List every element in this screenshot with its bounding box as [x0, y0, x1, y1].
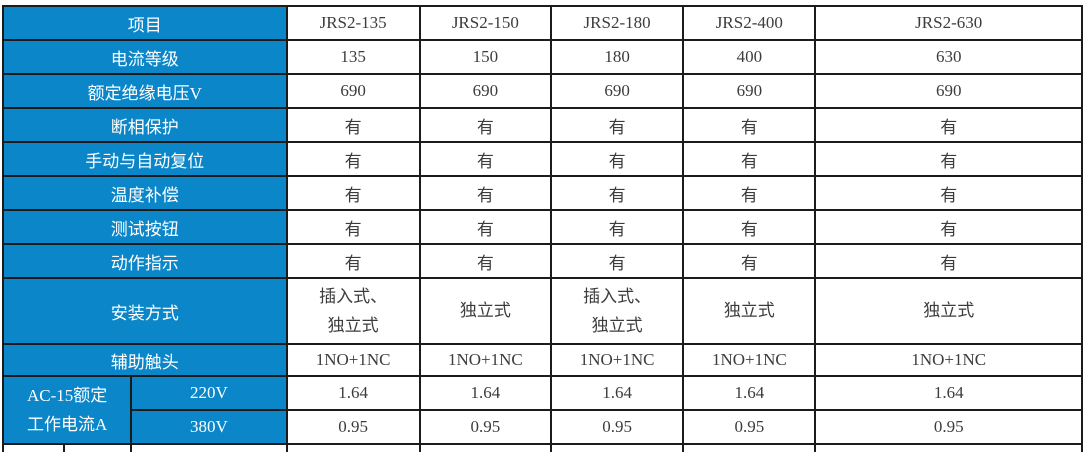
cell-value: 1.64 [682, 375, 817, 411]
cell-value: 插入式、 独立式 [285, 277, 421, 345]
cell-value: 有 [285, 209, 421, 245]
table-row-ac15-380v: 380V 0.95 0.95 0.95 0.95 0.95 [3, 409, 1083, 445]
cell-value: 有 [814, 209, 1083, 245]
table-row-insulation-voltage: 额定绝缘电压V 690 690 690 690 690 [2, 73, 1083, 109]
cell-value: 有 [682, 175, 817, 211]
cell-value: 有 [682, 209, 817, 245]
table-row-manual-auto-reset: 手动与自动复位 有 有 有 有 有 [2, 141, 1083, 177]
table-row-temperature-compensation: 温度补偿 有 有 有 有 有 [2, 175, 1083, 211]
cell-value: 0.95 [549, 409, 685, 445]
cell-value: 有 [549, 243, 685, 279]
header-col-jrs2-180: JRS2-180 [549, 5, 685, 41]
row-label-action-indicator: 动作指示 [2, 243, 288, 279]
table-row-action-indicator: 动作指示 有 有 有 有 有 [2, 243, 1083, 279]
cell-value: 有 [549, 175, 685, 211]
cell-value: 有 [418, 141, 552, 177]
cell-clipped [1, 443, 66, 452]
cell-value: 有 [549, 209, 685, 245]
cell-value: 独立式 [682, 277, 817, 345]
cell-value: 0.95 [682, 409, 817, 445]
cell-value: 有 [549, 107, 685, 143]
cell-value: 独立式 [418, 277, 552, 345]
cell-value: 有 [285, 175, 421, 211]
cell-value: 有 [814, 107, 1083, 143]
ac15-sub-label-380v: 380V [130, 409, 288, 445]
row-label-test-button: 测试按钮 [2, 209, 288, 245]
cell-value: 690 [682, 73, 817, 109]
cell-value: 0.95 [418, 409, 552, 445]
cell-value: 有 [418, 107, 552, 143]
cell-clipped [285, 443, 421, 452]
cell-value: 135 [285, 39, 421, 75]
table-header-row: 项目 JRS2-135 JRS2-150 JRS2-180 JRS2-400 J… [2, 5, 1083, 41]
cell-clipped [814, 443, 1083, 452]
ac15-group-label: AC-15额定 工作电流A [1, 375, 133, 445]
cell-value: 1NO+1NC [418, 343, 552, 377]
cell-value: 有 [285, 107, 421, 143]
table-row-test-button: 测试按钮 有 有 有 有 有 [2, 209, 1083, 245]
cell-value: 有 [682, 107, 817, 143]
cell-value: 有 [418, 209, 552, 245]
cell-value: 0.95 [285, 409, 421, 445]
table-row-phase-failure-protection: 断相保护 有 有 有 有 有 [2, 107, 1083, 143]
row-label-current-rating: 电流等级 [2, 39, 288, 75]
cell-value: 1NO+1NC [285, 343, 421, 377]
table-row-auxiliary-contacts: 辅助触头 1NO+1NC 1NO+1NC 1NO+1NC 1NO+1NC 1NO… [2, 343, 1083, 377]
row-label-phase-failure-protection: 断相保护 [2, 107, 288, 143]
cell-value: 1NO+1NC [682, 343, 817, 377]
table-row-clipped [1, 443, 1083, 452]
cell-value: 1.64 [814, 375, 1083, 411]
cell-value: 有 [285, 141, 421, 177]
cell-value: 1NO+1NC [814, 343, 1083, 377]
header-col-jrs2-150: JRS2-150 [418, 5, 552, 41]
cell-value: 1.64 [418, 375, 552, 411]
row-label-insulation-voltage: 额定绝缘电压V [2, 73, 288, 109]
cell-value: 插入式、 独立式 [549, 277, 685, 345]
cell-value: 1.64 [285, 375, 421, 411]
table-row-current-rating: 电流等级 135 150 180 400 630 [2, 39, 1083, 75]
cell-value: 有 [549, 141, 685, 177]
cell-value: 690 [814, 73, 1083, 109]
cell-value: 690 [549, 73, 685, 109]
ac15-sub-label-220v: 220V [130, 375, 288, 411]
cell-value: 180 [549, 39, 685, 75]
header-item-label: 项目 [2, 5, 288, 41]
row-label-mounting-type: 安装方式 [2, 277, 288, 345]
cell-value: 有 [814, 243, 1083, 279]
cell-value: 150 [418, 39, 552, 75]
cell-value: 690 [418, 73, 552, 109]
cell-value: 有 [682, 243, 817, 279]
row-label-auxiliary-contacts: 辅助触头 [2, 343, 288, 377]
header-col-jrs2-630: JRS2-630 [814, 5, 1083, 41]
jrs2-spec-table: 项目 JRS2-135 JRS2-150 JRS2-180 JRS2-400 J… [1, 5, 1083, 452]
table-row-mounting-type: 安装方式 插入式、 独立式 独立式 插入式、 独立式 独立式 独立式 [2, 277, 1083, 345]
cell-value: 有 [682, 141, 817, 177]
row-label-manual-auto-reset: 手动与自动复位 [2, 141, 288, 177]
cell-value: 400 [682, 39, 817, 75]
cell-clipped [63, 443, 133, 452]
header-col-jrs2-400: JRS2-400 [682, 5, 817, 41]
cell-clipped [418, 443, 552, 452]
cell-clipped [682, 443, 817, 452]
cell-value: 有 [418, 243, 552, 279]
row-label-temperature-compensation: 温度补偿 [2, 175, 288, 211]
cell-value: 630 [814, 39, 1083, 75]
cell-value: 0.95 [814, 409, 1083, 445]
cell-value: 1NO+1NC [549, 343, 685, 377]
cell-value: 有 [285, 243, 421, 279]
cell-value: 有 [418, 175, 552, 211]
header-col-jrs2-135: JRS2-135 [285, 5, 421, 41]
cell-value: 有 [814, 175, 1083, 211]
cell-value: 独立式 [814, 277, 1083, 345]
cell-clipped [130, 443, 288, 452]
cell-value: 有 [814, 141, 1083, 177]
table-row-ac15-220v: AC-15额定 工作电流A 220V 1.64 1.64 1.64 1.64 1… [1, 375, 1083, 445]
cell-value: 1.64 [549, 375, 685, 411]
cell-value: 690 [285, 73, 421, 109]
cell-clipped [549, 443, 685, 452]
